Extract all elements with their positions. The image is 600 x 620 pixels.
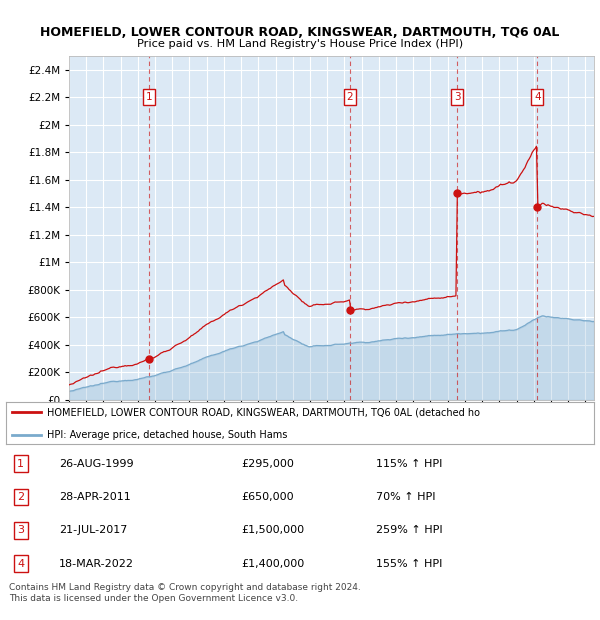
Text: HPI: Average price, detached house, South Hams: HPI: Average price, detached house, Sout… [47, 430, 287, 440]
Text: 28-APR-2011: 28-APR-2011 [59, 492, 131, 502]
Text: 26-AUG-1999: 26-AUG-1999 [59, 459, 134, 469]
Text: 18-MAR-2022: 18-MAR-2022 [59, 559, 134, 569]
Text: 115% ↑ HPI: 115% ↑ HPI [376, 459, 443, 469]
Text: HOMEFIELD, LOWER CONTOUR ROAD, KINGSWEAR, DARTMOUTH, TQ6 0AL: HOMEFIELD, LOWER CONTOUR ROAD, KINGSWEAR… [40, 26, 560, 39]
Text: 155% ↑ HPI: 155% ↑ HPI [376, 559, 443, 569]
Text: Price paid vs. HM Land Registry's House Price Index (HPI): Price paid vs. HM Land Registry's House … [137, 39, 463, 49]
Text: 3: 3 [454, 92, 460, 102]
Text: 3: 3 [17, 525, 24, 535]
Text: Contains HM Land Registry data © Crown copyright and database right 2024.
This d: Contains HM Land Registry data © Crown c… [9, 583, 361, 603]
Text: 4: 4 [17, 559, 24, 569]
Text: £1,500,000: £1,500,000 [241, 525, 304, 535]
Text: 4: 4 [534, 92, 541, 102]
Text: £295,000: £295,000 [241, 459, 294, 469]
Text: 21-JUL-2017: 21-JUL-2017 [59, 525, 127, 535]
Text: 1: 1 [17, 459, 24, 469]
Text: 2: 2 [347, 92, 353, 102]
Text: 2: 2 [17, 492, 24, 502]
Text: 259% ↑ HPI: 259% ↑ HPI [376, 525, 443, 535]
Text: 1: 1 [146, 92, 152, 102]
Text: £650,000: £650,000 [241, 492, 294, 502]
Text: HOMEFIELD, LOWER CONTOUR ROAD, KINGSWEAR, DARTMOUTH, TQ6 0AL (detached ho: HOMEFIELD, LOWER CONTOUR ROAD, KINGSWEAR… [47, 407, 480, 417]
Text: 70% ↑ HPI: 70% ↑ HPI [376, 492, 436, 502]
Text: £1,400,000: £1,400,000 [241, 559, 304, 569]
